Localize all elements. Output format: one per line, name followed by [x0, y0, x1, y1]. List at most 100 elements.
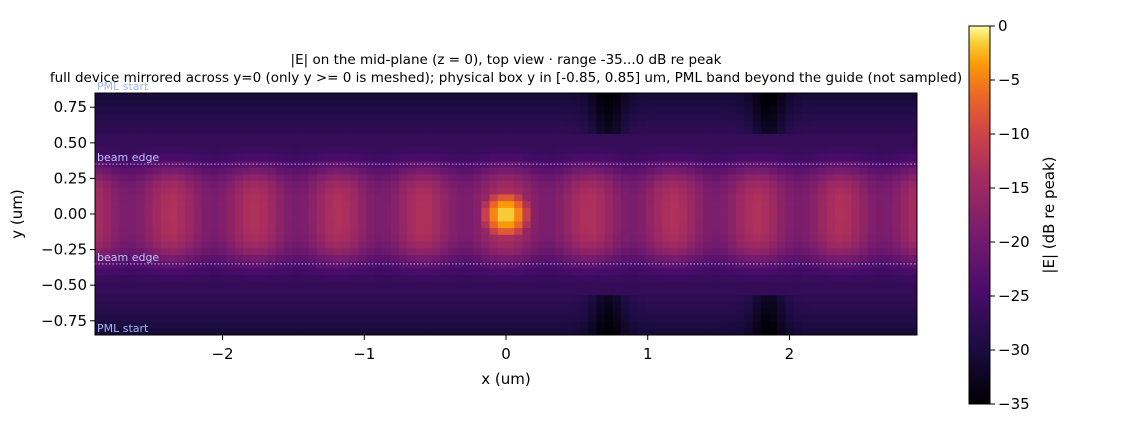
heatmap-cell — [382, 93, 392, 101]
heatmap-cell — [760, 173, 770, 181]
heatmap-cell — [612, 287, 622, 296]
heatmap-cell — [588, 261, 598, 269]
heatmap-cell — [711, 106, 721, 114]
heatmap-cell — [579, 160, 589, 168]
heatmap-cell — [267, 227, 277, 235]
heatmap-cell — [604, 207, 614, 215]
heatmap-cell — [144, 166, 154, 175]
heatmap-cell — [284, 173, 293, 181]
heatmap-cell — [793, 328, 803, 335]
heatmap-cell — [349, 267, 359, 276]
heatmap-cell — [884, 207, 893, 215]
heatmap-cell — [653, 173, 663, 181]
heatmap-cell — [563, 294, 573, 302]
heatmap-cell — [234, 214, 244, 222]
heatmap-cell — [464, 187, 474, 195]
heatmap-cell — [555, 274, 565, 282]
heatmap-cell — [497, 106, 507, 114]
heatmap-cell — [604, 267, 614, 276]
heatmap-cell — [415, 133, 425, 141]
heatmap-cell — [152, 247, 162, 255]
heatmap-cell — [629, 308, 639, 316]
heatmap-cell — [538, 254, 548, 262]
heatmap-cell — [801, 173, 811, 181]
heatmap-cell — [604, 173, 614, 181]
heatmap-cell — [473, 140, 482, 148]
heatmap-cell — [851, 227, 861, 235]
heatmap-cell — [341, 267, 351, 276]
heatmap-cell — [719, 180, 729, 188]
heatmap-cell — [103, 106, 113, 114]
heatmap-cell — [612, 254, 622, 262]
heatmap-cell — [177, 119, 187, 128]
heatmap-cell — [119, 193, 129, 202]
heatmap-cell — [144, 328, 154, 335]
heatmap-cell — [785, 200, 795, 208]
heatmap-cell — [900, 93, 910, 101]
heatmap-cell — [448, 287, 458, 296]
heatmap-cell — [506, 200, 515, 208]
heatmap-cell — [399, 220, 408, 229]
heatmap-cell — [415, 227, 425, 235]
heatmap-cell — [448, 207, 458, 215]
heatmap-cell — [760, 99, 770, 108]
heatmap-cell — [859, 193, 869, 202]
heatmap-cell — [497, 240, 507, 249]
heatmap-cell — [374, 321, 384, 329]
heatmap-cell — [727, 207, 737, 215]
heatmap-cell — [103, 214, 113, 222]
heatmap-cell — [308, 267, 318, 276]
heatmap-cell — [736, 267, 745, 276]
heatmap-cell — [432, 254, 441, 262]
heatmap-cell — [884, 160, 893, 168]
heatmap-cell — [234, 187, 244, 195]
heatmap-cell — [695, 153, 704, 161]
heatmap-cell — [210, 166, 219, 175]
heatmap-cell — [653, 207, 663, 215]
heatmap-cell — [530, 294, 540, 302]
heatmap-cell — [530, 119, 540, 128]
heatmap-cell — [867, 321, 877, 329]
heatmap-cell — [111, 240, 121, 249]
heatmap-cell — [267, 247, 277, 255]
heatmap-cell — [785, 328, 795, 335]
heatmap-cell — [103, 308, 113, 316]
heatmap-cell — [473, 294, 482, 302]
heatmap-cell — [621, 314, 630, 323]
heatmap-cell — [497, 321, 507, 329]
heatmap-cell — [226, 240, 236, 249]
heatmap-cell — [892, 119, 902, 128]
heatmap-cell — [136, 173, 145, 181]
heatmap-cell — [629, 140, 639, 148]
heatmap-cell — [645, 173, 655, 181]
heatmap-cell — [826, 281, 836, 289]
heatmap-cell — [366, 294, 376, 302]
heatmap-cell — [448, 314, 458, 323]
heatmap-cell — [95, 234, 104, 242]
heatmap-cell — [834, 301, 844, 309]
heatmap-cell — [810, 173, 819, 181]
heatmap-cell — [727, 93, 737, 101]
heatmap-cell — [136, 220, 145, 229]
heatmap-cell — [900, 308, 910, 316]
heatmap-cell — [908, 247, 917, 255]
heatmap-cell — [653, 193, 663, 202]
heatmap-cell — [678, 227, 688, 235]
heatmap-cell — [440, 207, 450, 215]
heatmap-cell — [752, 200, 762, 208]
heatmap-cell — [341, 193, 351, 202]
heatmap-cell — [341, 240, 351, 249]
heatmap-cell — [588, 294, 598, 302]
heatmap-cell — [316, 140, 326, 148]
heatmap-cell — [530, 301, 540, 309]
heatmap-cell — [193, 113, 203, 121]
heatmap-cell — [900, 180, 910, 188]
heatmap-cell — [275, 93, 285, 101]
heatmap-cell — [571, 314, 581, 323]
heatmap-cell — [259, 267, 269, 276]
heatmap-cell — [875, 119, 885, 128]
heatmap-cell — [785, 180, 795, 188]
heatmap-cell — [382, 321, 392, 329]
heatmap-cell — [645, 113, 655, 121]
heatmap-cell — [292, 93, 302, 101]
